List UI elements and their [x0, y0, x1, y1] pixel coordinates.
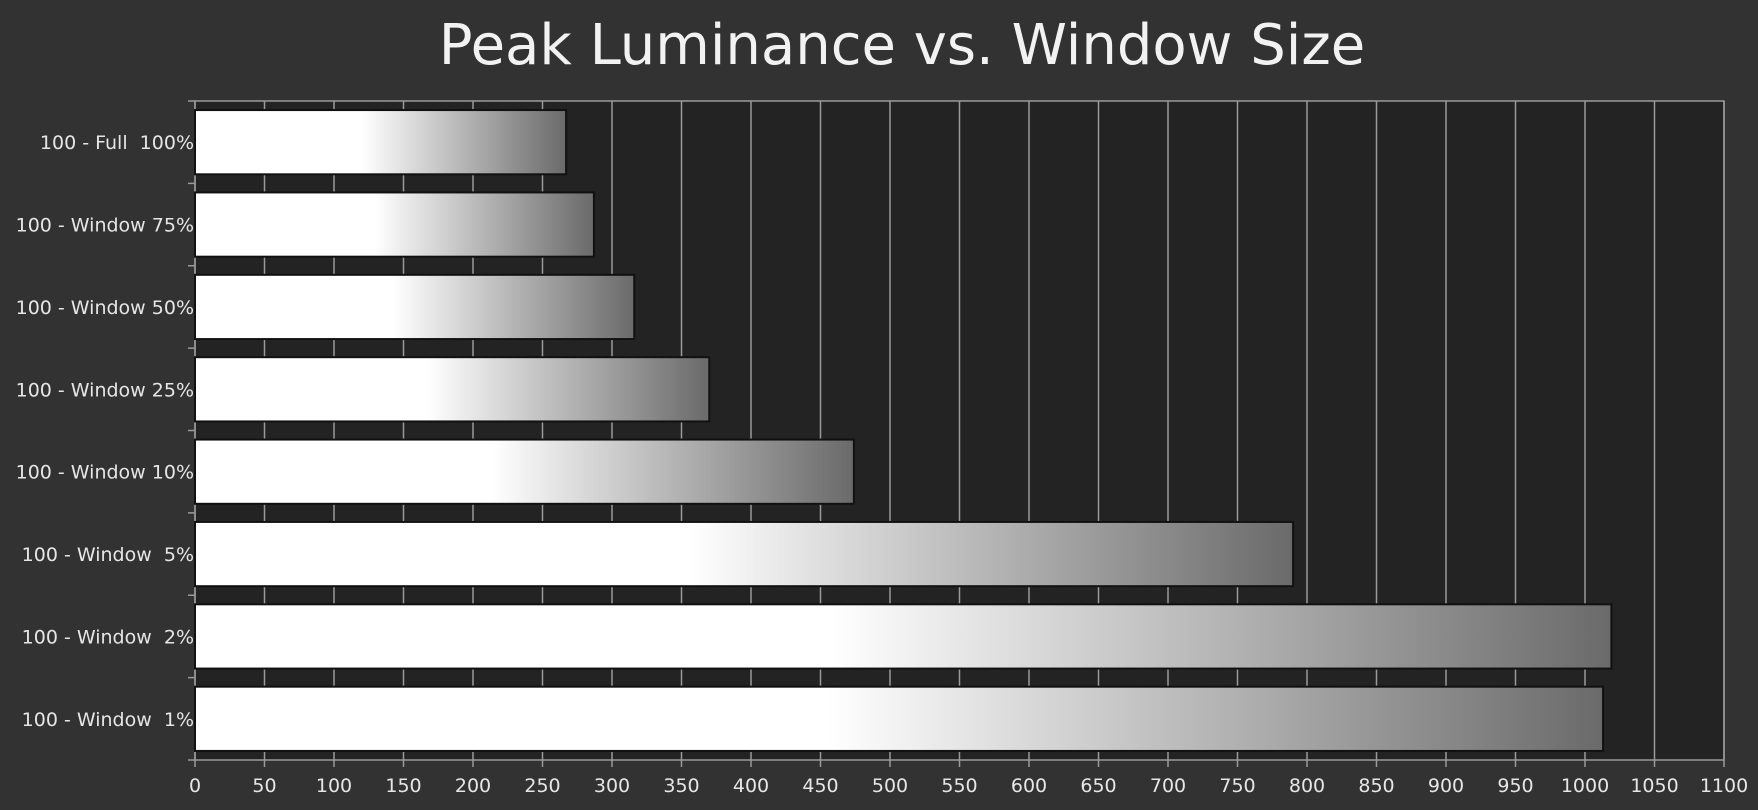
- x-tick-label: 450: [802, 775, 838, 797]
- category-label: 100 - Window 75%: [16, 215, 194, 237]
- bar: [194, 191, 595, 258]
- x-tick-label: 100: [316, 775, 352, 797]
- x-tick-label: 550: [941, 775, 977, 797]
- x-axis: 0 50 100 150 200 250 300 350 400 450 500 550 600 650 7…: [189, 760, 1748, 797]
- x-tick-label: 0: [189, 775, 201, 797]
- x-tick-label: 900: [1428, 775, 1464, 797]
- x-tick-label: 1000: [1561, 775, 1609, 797]
- bars: [194, 109, 1613, 752]
- bar: [194, 438, 855, 505]
- x-tick-label: 150: [385, 775, 421, 797]
- category-label: 100 - Full 100%: [40, 132, 194, 154]
- x-tick-label: 350: [663, 775, 699, 797]
- x-tick-label: 400: [733, 775, 769, 797]
- x-tick-label: 850: [1358, 775, 1394, 797]
- category-label: 100 - Window 10%: [16, 462, 194, 484]
- bar: [194, 356, 711, 423]
- x-tick-label: 1050: [1630, 775, 1678, 797]
- bar: [194, 520, 1295, 588]
- x-tick-label: 950: [1497, 775, 1533, 797]
- category-label: 100 - Window 1%: [22, 709, 194, 731]
- bar: [194, 273, 636, 341]
- x-tick-label: 750: [1219, 775, 1255, 797]
- x-tick-label: 300: [594, 775, 630, 797]
- x-tick-label: 1100: [1700, 775, 1748, 797]
- bar: [194, 603, 1613, 670]
- x-tick-label: 650: [1080, 775, 1116, 797]
- bar: [194, 685, 1605, 752]
- x-tick-label: 500: [872, 775, 908, 797]
- x-tick-label: 700: [1150, 775, 1186, 797]
- category-label: 100 - Window 50%: [16, 297, 194, 319]
- category-label: 100 - Window 2%: [22, 626, 194, 648]
- x-tick-label: 600: [1011, 775, 1047, 797]
- x-tick-label: 250: [524, 775, 560, 797]
- chart-title: Peak Luminance vs. Window Size: [439, 13, 1365, 78]
- bar: [194, 109, 568, 176]
- x-tick-label: 800: [1289, 775, 1325, 797]
- x-tick-label: 200: [455, 775, 491, 797]
- category-label: 100 - Window 5%: [22, 544, 194, 566]
- x-tick-label: 50: [252, 775, 276, 797]
- category-label: 100 - Window 25%: [16, 379, 194, 401]
